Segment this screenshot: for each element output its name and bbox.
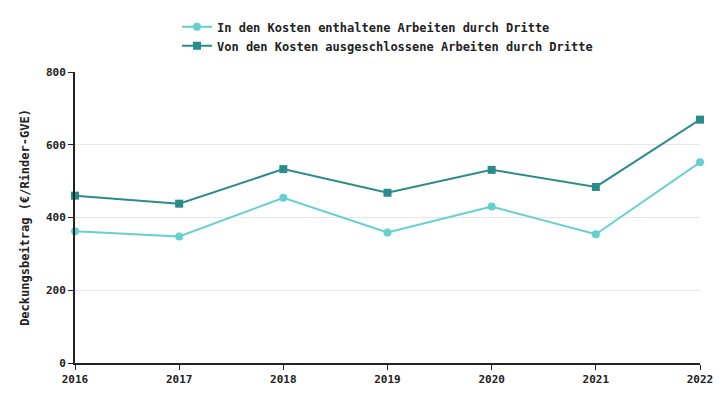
svg-text:2018: 2018	[270, 373, 297, 386]
svg-text:2019: 2019	[374, 373, 401, 386]
svg-text:Von den Kosten ausgeschlossene: Von den Kosten ausgeschlossene Arbeiten …	[217, 40, 593, 54]
svg-text:2021: 2021	[583, 373, 610, 386]
svg-text:2020: 2020	[478, 373, 505, 386]
svg-text:200: 200	[46, 284, 66, 297]
svg-text:In den Kosten enthaltene Arbei: In den Kosten enthaltene Arbeiten durch …	[217, 21, 549, 35]
svg-text:Deckungsbeitrag (€/Rinder-GVE): Deckungsbeitrag (€/Rinder-GVE)	[18, 109, 32, 326]
svg-text:0: 0	[59, 357, 66, 370]
svg-text:2017: 2017	[166, 373, 193, 386]
svg-text:600: 600	[46, 139, 66, 152]
svg-text:2022: 2022	[687, 373, 714, 386]
svg-text:800: 800	[46, 66, 66, 79]
svg-text:2016: 2016	[62, 373, 89, 386]
svg-text:400: 400	[46, 211, 66, 224]
